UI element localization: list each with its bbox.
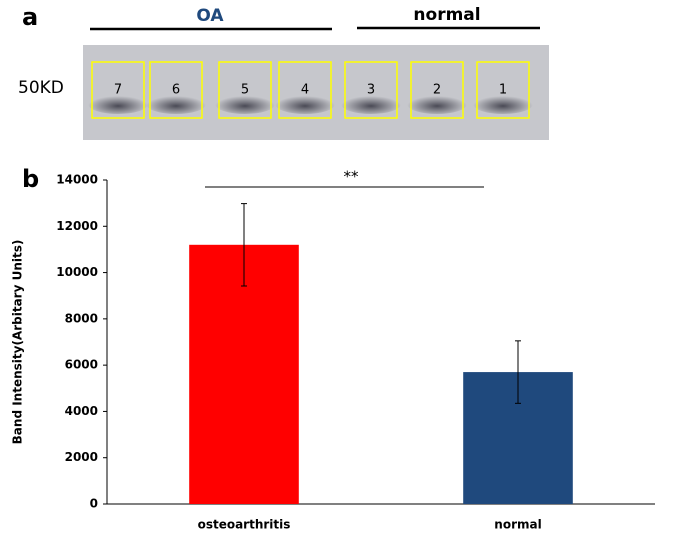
- group-label: OA: [196, 6, 224, 26]
- y-tick-label: 4000: [65, 404, 98, 418]
- y-axis-label: Band Intensity(Arbitary Units): [11, 240, 25, 445]
- chart: b Band Intensity(Arbitary Units) 0 2000 4000…: [11, 165, 656, 532]
- figure: a OA normal 50KD 7 6 5 4 3 2 1 b Band Intensity…: [0, 0, 674, 538]
- lane-label: 1: [499, 83, 507, 98]
- y-tick-label: 8000: [65, 311, 98, 325]
- y-tick-label: 2000: [65, 450, 98, 464]
- lane-label: 2: [433, 83, 441, 98]
- marker-label: 50KD: [18, 78, 64, 98]
- y-tick-label: 12000: [56, 219, 98, 233]
- y-tick-label: 6000: [65, 358, 98, 372]
- x-tick-label: osteoarthritis: [198, 518, 291, 532]
- panel-label: b: [22, 165, 39, 193]
- group-label: normal: [413, 5, 480, 25]
- lane-label: 7: [114, 83, 122, 98]
- lane-label: 3: [367, 83, 375, 98]
- y-tick-label: 14000: [56, 173, 98, 187]
- significance-label: **: [344, 168, 360, 186]
- lane-label: 5: [241, 83, 249, 98]
- lane-label: 4: [301, 83, 309, 98]
- x-tick-label: normal: [494, 518, 541, 532]
- lane-label: 6: [172, 83, 180, 98]
- y-tick-label: 0: [90, 497, 98, 511]
- y-tick-label: 10000: [56, 265, 98, 279]
- panel-label: a: [22, 3, 38, 31]
- blot: [83, 45, 549, 140]
